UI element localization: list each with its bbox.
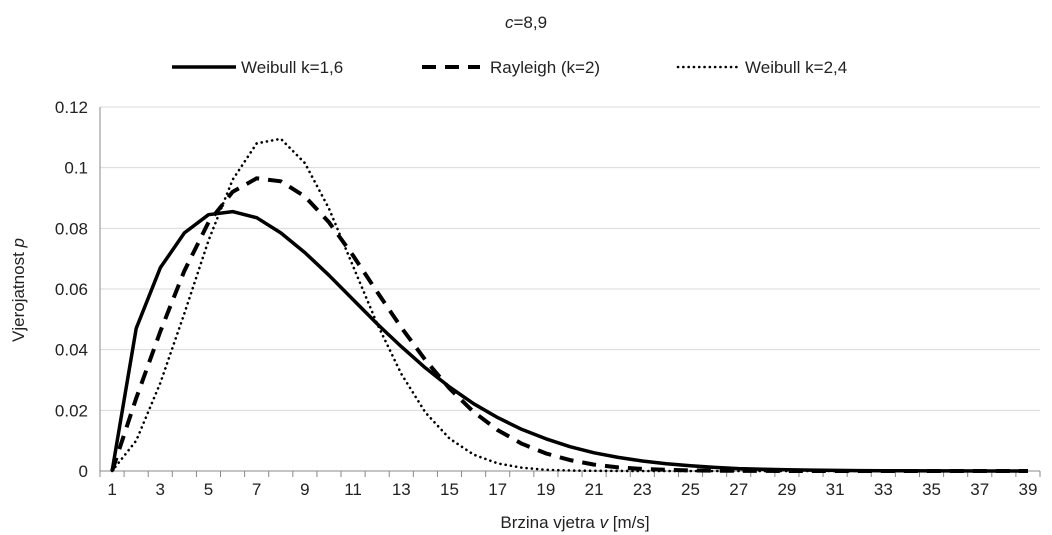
axes <box>99 107 1041 477</box>
series-lines <box>110 137 1030 473</box>
x-tick-label: 5 <box>204 480 213 499</box>
series-line-2 <box>110 176 1028 473</box>
x-tick-label: 9 <box>300 480 309 499</box>
y-tick-label: 0.08 <box>55 219 88 238</box>
y-axis-title-pre: Vjerojatnost <box>9 247 28 342</box>
x-axis-title-var: v <box>600 513 610 532</box>
x-tick-label: 27 <box>729 480 748 499</box>
x-tick-label: 1 <box>107 480 116 499</box>
chart-title-rest: =8,9 <box>513 13 547 32</box>
y-tick-label: 0 <box>79 462 88 481</box>
grid <box>100 106 1040 411</box>
x-tick-label: 11 <box>344 480 362 499</box>
y-tick-label: 0.12 <box>55 98 88 117</box>
x-tick-label: 17 <box>488 480 507 499</box>
x-tick-label: 13 <box>392 480 411 499</box>
y-tick-label: 0.06 <box>55 280 88 299</box>
legend-label-2: Rayleigh (k=2) <box>490 58 600 77</box>
x-tick-label: 23 <box>633 480 652 499</box>
x-tick-label: 39 <box>1018 480 1037 499</box>
x-tick-label: 3 <box>156 480 165 499</box>
x-tick-label: 31 <box>826 480 845 499</box>
x-tick-label: 15 <box>440 480 459 499</box>
y-tick-label: 0.02 <box>55 401 88 420</box>
x-axis-title-post: [m/s] <box>608 513 650 532</box>
y-tick-label: 0.1 <box>64 159 88 178</box>
x-tick-labels: 1 3 5 7 9 11 13 15 17 19 21 23 25 27 29 31 33 35 37 39 <box>107 480 1037 499</box>
y-tick-label: 0.04 <box>55 341 88 360</box>
x-tick-label: 25 <box>681 480 700 499</box>
x-tick-label: 21 <box>585 480 604 499</box>
chart-title-var: c <box>505 13 514 32</box>
x-tick-label: 35 <box>922 480 941 499</box>
x-axis-title-pre: Brzina vjetra <box>500 513 599 532</box>
y-axis-title: Vjerojatnost p <box>9 238 28 342</box>
x-tick-label: 29 <box>777 480 796 499</box>
x-axis-title: Brzina vjetra v [m/s] <box>500 513 649 532</box>
chart-title: c=8,9 <box>505 13 547 32</box>
x-tick-label: 7 <box>252 480 261 499</box>
x-tick-label: 19 <box>536 480 555 499</box>
y-tick-labels: 0 0.02 0.04 0.06 0.08 0.1 0.12 <box>55 98 88 481</box>
x-tick-label: 37 <box>970 480 989 499</box>
x-tick-label: 33 <box>874 480 893 499</box>
series-line-1 <box>110 209 1028 473</box>
y-axis-title-var: p <box>9 238 28 248</box>
legend-label-1: Weibull k=1,6 <box>241 58 343 77</box>
legend: Weibull k=1,6 Rayleigh (k=2) Weibull k=2,4 <box>172 58 847 77</box>
legend-label-3: Weibull k=2,4 <box>745 58 847 77</box>
series-line-3 <box>110 137 1030 473</box>
